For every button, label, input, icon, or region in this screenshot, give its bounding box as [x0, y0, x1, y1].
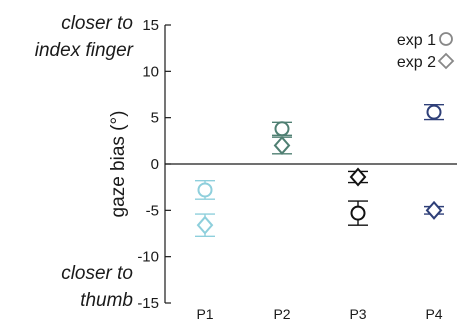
circle-marker [274, 121, 290, 137]
legend-marker-exp2 [437, 52, 455, 70]
category-label-p4: P4 [425, 306, 442, 320]
legend-label-exp1: exp 1 [397, 32, 436, 49]
y-tick-label: -10 [137, 249, 159, 266]
category-label-p1: P1 [196, 306, 213, 320]
diamond-marker [425, 200, 443, 220]
y-tick-label: -5 [146, 202, 159, 219]
circle-marker [350, 205, 366, 221]
legend-label-exp2: exp 2 [397, 54, 436, 71]
y-axis-label: gaze bias (°) [108, 111, 129, 218]
data-point-diamond-p3 [348, 167, 368, 187]
data-point-diamond-p1 [195, 213, 215, 237]
y-tick-label: 15 [142, 17, 159, 34]
data-point-diamond-p4 [424, 200, 444, 220]
y-tick-label: 10 [142, 63, 159, 80]
data-point-circle-p3 [348, 200, 368, 226]
annotation-top-line2: index finger [35, 40, 134, 61]
category-label-p2: P2 [273, 306, 290, 320]
y-tick-label: 5 [151, 110, 159, 127]
y-tick-label: -15 [137, 295, 159, 312]
annotation-top-line1: closer to [61, 13, 133, 34]
data-point-circle-p1 [195, 179, 215, 200]
diamond-marker [273, 135, 291, 155]
data-point-circle-p4 [424, 103, 444, 121]
diamond-marker [196, 215, 214, 235]
annotation-bottom-line2: thumb [80, 290, 133, 311]
legend-marker-exp1 [439, 32, 453, 46]
diamond-marker [349, 167, 367, 187]
data-point-circle-p2 [272, 121, 292, 137]
y-tick-label: 0 [151, 156, 159, 173]
circle-marker [426, 104, 442, 120]
data-point-diamond-p2 [272, 135, 292, 155]
circle-marker [197, 182, 213, 198]
annotation-bottom-line1: closer to [61, 263, 133, 284]
category-label-p3: P3 [349, 306, 366, 320]
